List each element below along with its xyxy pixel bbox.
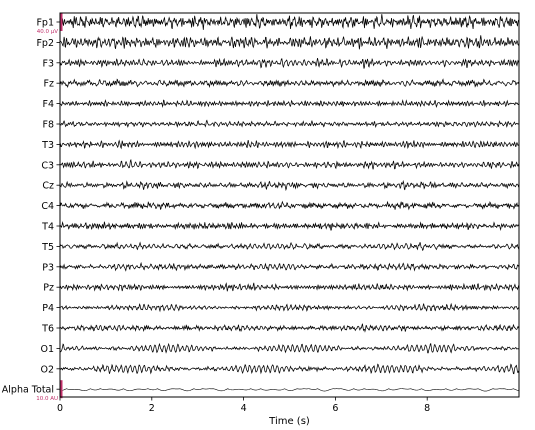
trace-t3 xyxy=(59,139,520,150)
trace-c3 xyxy=(59,158,520,170)
channel-label: Cz xyxy=(42,181,54,192)
scale-bar-label: 10.0 AU xyxy=(36,396,58,402)
x-tick-label: 4 xyxy=(241,403,247,414)
channel-label: O1 xyxy=(40,344,54,355)
channel-label: F4 xyxy=(42,99,54,110)
scale-bar-label: 40.0 µV xyxy=(37,29,58,35)
channel-label: F3 xyxy=(42,58,54,69)
channel-label: O2 xyxy=(40,364,54,375)
trace-pz xyxy=(59,282,520,292)
channel-label: Pz xyxy=(43,283,54,294)
channel-label: T3 xyxy=(41,140,54,151)
channel-label: T4 xyxy=(41,222,54,233)
trace-o2 xyxy=(59,363,520,375)
plot-frame xyxy=(59,12,520,398)
channel-label: P3 xyxy=(42,262,54,273)
trace-group xyxy=(59,14,520,392)
channel-label: Alpha Total xyxy=(2,385,54,396)
x-tick-label: 2 xyxy=(149,403,155,414)
trace-p4 xyxy=(59,302,520,313)
trace-f3 xyxy=(59,57,520,69)
trace-fp2 xyxy=(59,35,520,50)
trace-fz xyxy=(59,78,520,89)
channel-label: T6 xyxy=(41,324,54,335)
channel-label: C3 xyxy=(41,160,54,171)
trace-p3 xyxy=(59,261,520,272)
channel-label: F8 xyxy=(42,120,54,131)
trace-t4 xyxy=(59,221,520,231)
trace-t5 xyxy=(59,241,520,251)
channel-label: Fp2 xyxy=(36,38,54,49)
trace-f4 xyxy=(59,99,520,108)
trace-f8 xyxy=(59,119,520,128)
x-tick-label: 6 xyxy=(332,403,338,414)
channel-label: P4 xyxy=(42,303,54,314)
scale-bar-group: 40.0 µV 10.0 AU xyxy=(36,13,63,402)
trace-o1 xyxy=(59,342,520,354)
trace-c4 xyxy=(59,200,520,211)
channel-label: Fp1 xyxy=(36,18,54,29)
channel-label-group: Fp1 Fp2 F3 Fz F4 F8 T3 C3 Cz C4 T4 T5 P3 Pz P4 T6 O1 O2 Al… xyxy=(2,18,60,396)
channel-label: T5 xyxy=(41,242,54,253)
trace-alpha-total xyxy=(59,388,520,392)
trace-fp1 xyxy=(59,14,520,30)
x-tick-label: 8 xyxy=(424,403,430,414)
trace-cz xyxy=(59,179,520,192)
channel-label: C4 xyxy=(41,201,54,212)
x-tick-label: 0 xyxy=(57,403,63,414)
x-axis-label: Time (s) xyxy=(268,416,310,427)
x-axis: 0 2 4 6 8 xyxy=(57,397,430,414)
channel-label: Fz xyxy=(44,79,54,90)
trace-t6 xyxy=(59,323,520,333)
